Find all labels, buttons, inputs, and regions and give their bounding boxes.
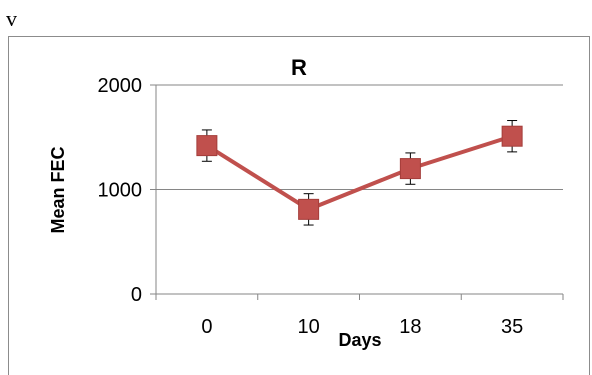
y-tick-labels: 0 1000 2000 bbox=[98, 75, 143, 306]
x-tick-labels: 0 10 18 35 bbox=[201, 316, 523, 338]
series-line bbox=[205, 134, 513, 212]
data-point-marker bbox=[196, 135, 218, 157]
data-point-marker bbox=[501, 125, 523, 147]
x-axis-title: Days bbox=[338, 330, 381, 350]
y-tick-label: 2000 bbox=[98, 75, 143, 97]
axes bbox=[150, 84, 564, 300]
chart-frame bbox=[8, 36, 590, 375]
x-tick-label: 0 bbox=[201, 316, 212, 338]
panel-letter: v bbox=[6, 6, 17, 31]
x-tick-label: 10 bbox=[298, 316, 320, 338]
y-tick-label: 1000 bbox=[98, 180, 143, 202]
data-series bbox=[196, 120, 523, 226]
x-tick-label: 18 bbox=[399, 316, 421, 338]
data-point-marker bbox=[399, 158, 421, 180]
data-point-marker bbox=[298, 198, 320, 220]
x-tick-label: 35 bbox=[501, 316, 523, 338]
y-axis-title: Mean FEC bbox=[48, 146, 68, 233]
chart-title: R bbox=[291, 55, 307, 80]
y-tick-label: 0 bbox=[131, 284, 142, 306]
